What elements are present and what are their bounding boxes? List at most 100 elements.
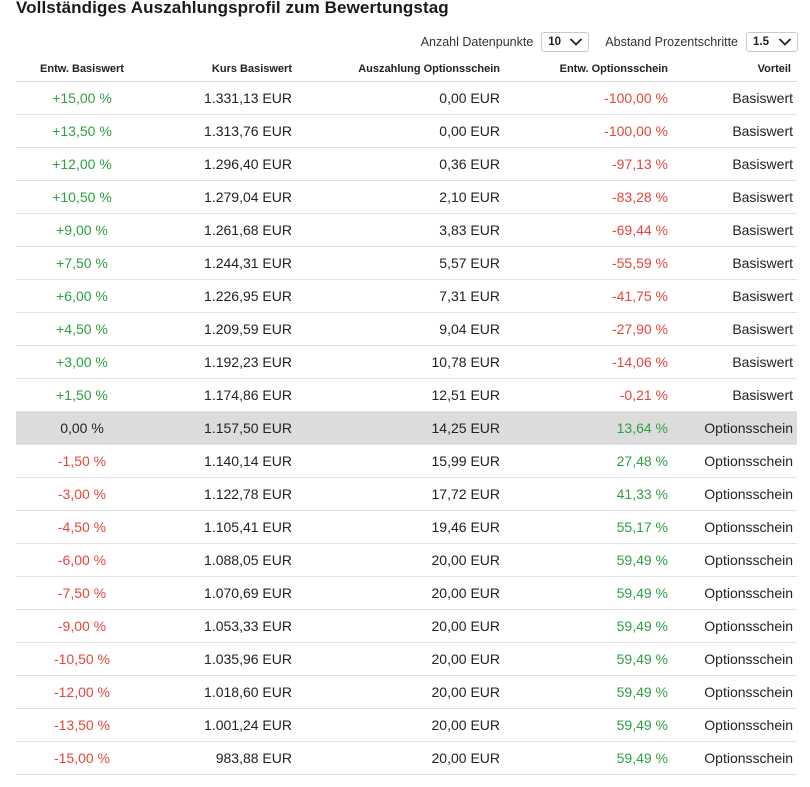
header-vorteil: Vorteil [672, 57, 797, 82]
table-controls: Anzahl Datenpunkte 10 Abstand Prozentsch… [421, 32, 798, 52]
table-row: +6,00 % 1.226,95 EUR 7,31 EUR -41,75 % Basis… [16, 279, 797, 313]
table-row: -15,00 % 983,88 EUR 20,00 EUR 59,49 % Option… [16, 741, 797, 775]
chevron-down-icon [569, 37, 583, 47]
cell-entw-basiswert: +3,00 % [16, 345, 148, 379]
cell-kurs-basiswert: 1.209,59 EUR [148, 312, 296, 346]
cell-kurs-basiswert: 1.018,60 EUR [148, 675, 296, 709]
cell-auszahlung: 20,00 EUR [296, 543, 504, 577]
cell-auszahlung: 20,00 EUR [296, 576, 504, 610]
cell-entw-optionsschein: -100,00 % [504, 114, 672, 148]
cell-vorteil: Basiswert [672, 180, 797, 214]
table-row: +13,50 % 1.313,76 EUR 0,00 EUR -100,00 % Bas… [16, 114, 797, 148]
table-row: +15,00 % 1.331,13 EUR 0,00 EUR -100,00 % Bas… [16, 81, 797, 115]
table-row: +1,50 % 1.174,86 EUR 12,51 EUR -0,21 % Basis… [16, 378, 797, 412]
cell-entw-basiswert: -6,00 % [16, 543, 148, 577]
table-row: +3,00 % 1.192,23 EUR 10,78 EUR -14,06 % Basi… [16, 345, 797, 379]
cell-kurs-basiswert: 1.174,86 EUR [148, 378, 296, 412]
datapoints-label: Anzahl Datenpunkte [420, 35, 534, 49]
cell-entw-optionsschein: -69,44 % [504, 213, 672, 247]
cell-entw-basiswert: -10,50 % [16, 642, 148, 676]
table-row: -9,00 % 1.053,33 EUR 20,00 EUR 59,49 % Optio… [16, 609, 797, 643]
cell-entw-optionsschein: -0,21 % [504, 378, 672, 412]
cell-kurs-basiswert: 1.105,41 EUR [148, 510, 296, 544]
cell-vorteil: Basiswert [672, 114, 797, 148]
cell-vorteil: Basiswert [672, 279, 797, 313]
cell-entw-optionsschein: -41,75 % [504, 279, 672, 313]
cell-auszahlung: 14,25 EUR [296, 411, 504, 445]
cell-entw-optionsschein: -27,90 % [504, 312, 672, 346]
table-row: -7,50 % 1.070,69 EUR 20,00 EUR 59,49 % Optio… [16, 576, 797, 610]
cell-auszahlung: 0,36 EUR [296, 147, 504, 181]
cell-entw-basiswert: +4,50 % [16, 312, 148, 346]
cell-entw-basiswert: -15,00 % [16, 741, 148, 775]
table-row: -6,00 % 1.088,05 EUR 20,00 EUR 59,49 % Optio… [16, 543, 797, 577]
cell-auszahlung: 9,04 EUR [296, 312, 504, 346]
cell-entw-basiswert: -9,00 % [16, 609, 148, 643]
cell-entw-basiswert: +9,00 % [16, 213, 148, 247]
cell-entw-optionsschein: -97,13 % [504, 147, 672, 181]
cell-vorteil: Basiswert [672, 345, 797, 379]
cell-entw-basiswert: -13,50 % [16, 708, 148, 742]
datapoints-select[interactable]: 10 [541, 32, 590, 52]
cell-auszahlung: 3,83 EUR [296, 213, 504, 247]
cell-auszahlung: 20,00 EUR [296, 741, 504, 775]
table-row: -10,50 % 1.035,96 EUR 20,00 EUR 59,49 % Opti… [16, 642, 797, 676]
table-row: +9,00 % 1.261,68 EUR 3,83 EUR -69,44 % Basis… [16, 213, 797, 247]
table-row: +4,50 % 1.209,59 EUR 9,04 EUR -27,90 % Basis… [16, 312, 797, 346]
cell-auszahlung: 17,72 EUR [296, 477, 504, 511]
table-row: -3,00 % 1.122,78 EUR 17,72 EUR 41,33 % Optio… [16, 477, 797, 511]
cell-kurs-basiswert: 1.331,13 EUR [148, 81, 296, 115]
cell-vorteil: Optionsschein [672, 510, 797, 544]
header-entw-basiswert: Entw. Basiswert [16, 57, 148, 82]
cell-vorteil: Basiswert [672, 147, 797, 181]
cell-entw-optionsschein: -55,59 % [504, 246, 672, 280]
cell-auszahlung: 2,10 EUR [296, 180, 504, 214]
header-auszahlung: Auszahlung Optionsschein [296, 57, 504, 82]
cell-kurs-basiswert: 1.261,68 EUR [148, 213, 296, 247]
cell-auszahlung: 0,00 EUR [296, 81, 504, 115]
cell-vorteil: Optionsschein [672, 741, 797, 775]
chevron-down-icon [778, 37, 792, 47]
table-row: -12,00 % 1.018,60 EUR 20,00 EUR 59,49 % Opti… [16, 675, 797, 709]
cell-kurs-basiswert: 1.313,76 EUR [148, 114, 296, 148]
cell-kurs-basiswert: 983,88 EUR [148, 741, 296, 775]
cell-entw-basiswert: -12,00 % [16, 675, 148, 709]
cell-vorteil: Basiswert [672, 312, 797, 346]
cell-vorteil: Optionsschein [672, 609, 797, 643]
cell-entw-optionsschein: 59,49 % [504, 543, 672, 577]
cell-entw-optionsschein: -14,06 % [504, 345, 672, 379]
cell-auszahlung: 5,57 EUR [296, 246, 504, 280]
cell-kurs-basiswert: 1.053,33 EUR [148, 609, 296, 643]
cell-auszahlung: 20,00 EUR [296, 642, 504, 676]
cell-kurs-basiswert: 1.122,78 EUR [148, 477, 296, 511]
cell-auszahlung: 19,46 EUR [296, 510, 504, 544]
cell-vorteil: Basiswert [672, 81, 797, 115]
cell-kurs-basiswert: 1.226,95 EUR [148, 279, 296, 313]
page-title: Vollständiges Auszahlungsprofil zum Bewe… [16, 0, 449, 17]
cell-entw-optionsschein: 41,33 % [504, 477, 672, 511]
cell-kurs-basiswert: 1.244,31 EUR [148, 246, 296, 280]
cell-kurs-basiswert: 1.192,23 EUR [148, 345, 296, 379]
cell-entw-optionsschein: 27,48 % [504, 444, 672, 478]
table-row: +7,50 % 1.244,31 EUR 5,57 EUR -55,59 % Basis… [16, 246, 797, 280]
cell-entw-basiswert: -1,50 % [16, 444, 148, 478]
cell-auszahlung: 20,00 EUR [296, 609, 504, 643]
cell-kurs-basiswert: 1.140,14 EUR [148, 444, 296, 478]
cell-entw-optionsschein: 59,49 % [504, 741, 672, 775]
cell-entw-basiswert: +10,50 % [16, 180, 148, 214]
cell-entw-optionsschein: 55,17 % [504, 510, 672, 544]
table-row: -4,50 % 1.105,41 EUR 19,46 EUR 55,17 % Optio… [16, 510, 797, 544]
cell-kurs-basiswert: 1.296,40 EUR [148, 147, 296, 181]
cell-auszahlung: 20,00 EUR [296, 708, 504, 742]
table-row: +10,50 % 1.279,04 EUR 2,10 EUR -83,28 % Basi… [16, 180, 797, 214]
cell-entw-basiswert: +1,50 % [16, 378, 148, 412]
step-select[interactable]: 1.5 [746, 32, 798, 52]
cell-vorteil: Optionsschein [672, 708, 797, 742]
cell-kurs-basiswert: 1.157,50 EUR [148, 411, 296, 445]
table-row: 0,00 % 1.157,50 EUR 14,25 EUR 13,64 % Option… [16, 411, 797, 445]
cell-entw-basiswert: +15,00 % [16, 81, 148, 115]
cell-entw-optionsschein: 59,49 % [504, 675, 672, 709]
table-row: +12,00 % 1.296,40 EUR 0,36 EUR -97,13 % Basi… [16, 147, 797, 181]
cell-vorteil: Optionsschein [672, 543, 797, 577]
table-row: -13,50 % 1.001,24 EUR 20,00 EUR 59,49 % Opti… [16, 708, 797, 742]
